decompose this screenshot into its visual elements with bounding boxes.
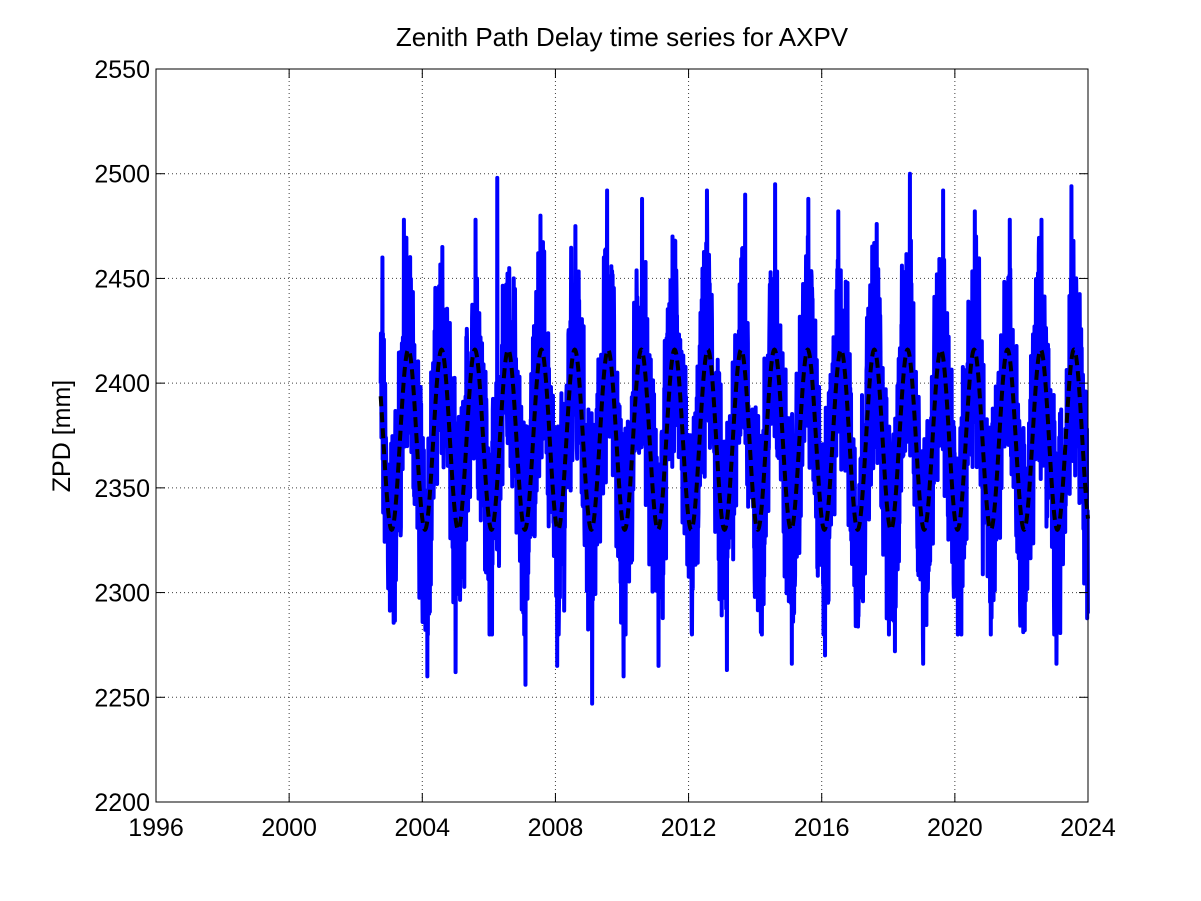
y-tick-label: 2350 [94,475,150,503]
y-tick-label: 2400 [94,370,150,398]
plot-area: 1996 2000 2004 2008 2012 2016 2020 2024 2200 225… [94,56,1116,842]
x-tick-label: 2016 [794,814,850,842]
y-tick-label: 2200 [94,789,150,817]
x-tick-label: 2024 [1060,814,1116,842]
y-tick-label: 2450 [94,265,150,293]
series-raw-line [378,171,1090,706]
x-tick-labels: 1996 2000 2004 2008 2012 2016 2020 2024 [128,814,1116,842]
y-tick-label: 2250 [94,684,150,712]
x-tick-label: 1996 [128,814,184,842]
y-tick-label: 2300 [94,580,150,608]
y-tick-labels: 2200 2250 2300 2350 2400 2450 2500 2550 [94,56,150,817]
x-tick-label: 2012 [661,814,717,842]
y-axis-label: ZPD [mm] [48,380,76,493]
series-zpd-fit [378,347,1090,532]
y-tick-label: 2550 [94,56,150,84]
y-tick-label: 2500 [94,161,150,189]
series-fit-line [378,347,1090,532]
x-tick-label: 2004 [394,814,450,842]
axes-frame [155,68,1089,803]
x-tick-label: 2020 [927,814,983,842]
x-tick-label: 2008 [528,814,584,842]
series-zpd-raw [378,171,1090,706]
axis-ticks [155,68,1089,803]
chart-title: Zenith Path Delay time series for AXPV [396,22,849,52]
x-tick-label: 2000 [261,814,317,842]
